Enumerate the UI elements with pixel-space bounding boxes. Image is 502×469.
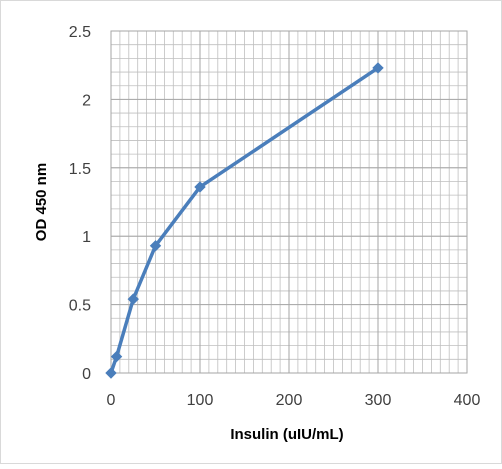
y-tick-label: 0.5	[69, 298, 91, 315]
data-point-marker	[149, 240, 162, 252]
data-point-marker	[194, 181, 206, 193]
x-tick-label: 100	[187, 392, 214, 409]
data-point-marker	[105, 367, 117, 379]
x-tick-label: 400	[454, 392, 481, 409]
y-axis-title: OD 450 nm	[33, 163, 50, 241]
y-tick-label: 1	[82, 229, 91, 246]
tick-labels: 0 100 200 300 400 0 0.5 1 1.5 2 2.5	[69, 24, 481, 409]
data-point-marker	[372, 62, 384, 74]
grid-lines	[110, 30, 468, 374]
y-tick-label: 1.5	[69, 161, 91, 178]
plot-area-border	[110, 30, 468, 374]
x-tick-label: 300	[365, 392, 392, 409]
data-series	[105, 62, 384, 379]
data-point-marker	[110, 350, 123, 363]
x-tick-label: 200	[276, 392, 303, 409]
x-tick-label: 0	[107, 392, 116, 409]
x-axis-title: Insulin (uIU/mL)	[230, 426, 343, 443]
y-tick-label: 2.5	[69, 24, 91, 41]
y-tick-label: 0	[82, 366, 91, 383]
y-tick-label: 2	[82, 92, 91, 109]
data-point-marker	[127, 293, 139, 305]
